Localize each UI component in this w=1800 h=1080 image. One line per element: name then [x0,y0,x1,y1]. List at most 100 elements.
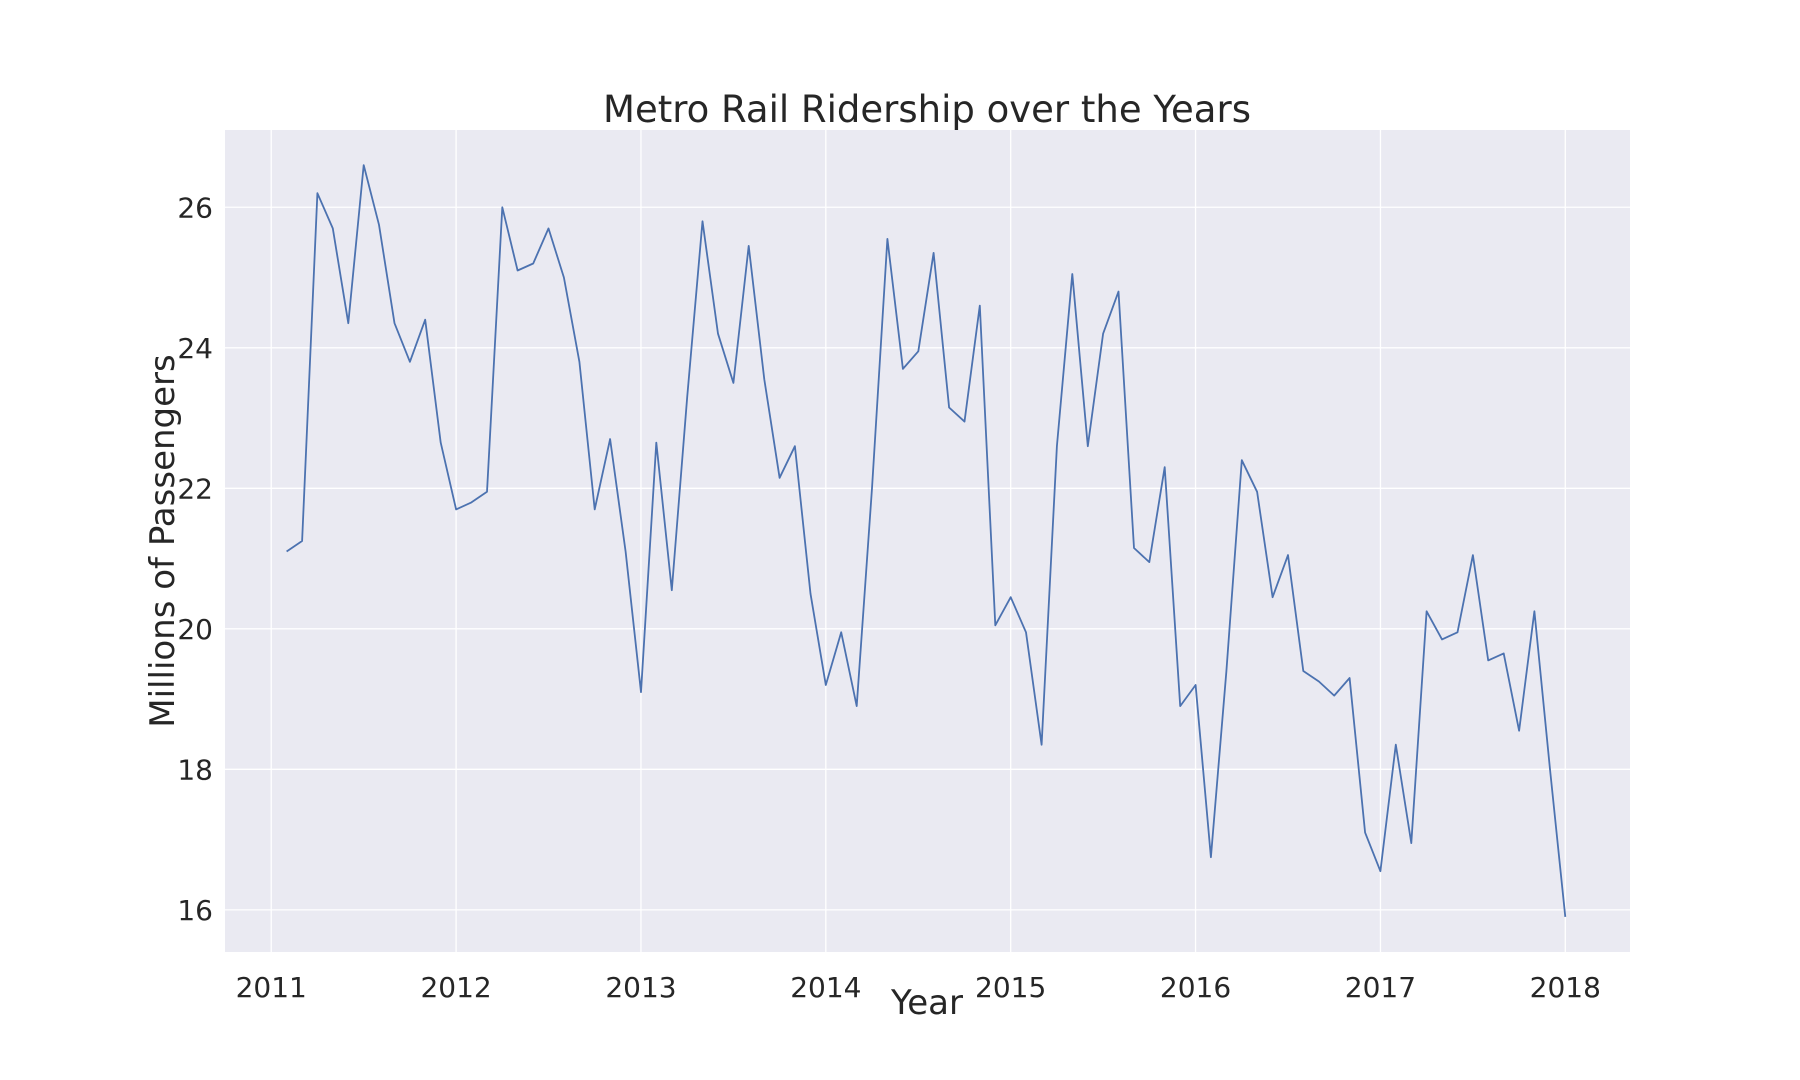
data-point [469,500,473,504]
data-point [1440,637,1444,641]
data-point [531,262,535,266]
data-point [993,623,997,627]
x-axis-label: Year [890,983,963,1023]
data-point [1548,767,1552,771]
data-point [516,269,520,273]
data-point [500,205,504,209]
data-point [793,444,797,448]
data-point [1117,290,1121,294]
data-point [978,304,982,308]
chart-title: Metro Rail Ridership over the Years [603,88,1251,131]
data-point [408,360,412,364]
data-point [870,486,874,490]
data-point [1286,553,1290,557]
data-point [1040,743,1044,747]
series-layer [285,163,1567,919]
data-point [916,349,920,353]
x-tick-label: 2015 [975,971,1046,1004]
series-line [286,164,1567,917]
data-point [547,226,551,230]
data-point [901,367,905,371]
data-point [762,377,766,381]
data-point [1363,831,1367,835]
data-point [1348,676,1352,680]
data-point [1532,609,1536,613]
data-point [639,690,643,694]
y-tick-label: 22 [177,472,213,505]
x-tick-label: 2011 [236,971,307,1004]
data-point [1194,683,1198,687]
data-point [1024,630,1028,634]
data-point [562,276,566,280]
data-point [824,683,828,687]
data-point [577,360,581,364]
data-point [701,219,705,223]
data-point [1471,553,1475,557]
data-point [331,226,335,230]
data-point [423,318,427,322]
data-point [1163,465,1167,469]
data-point [1456,630,1460,634]
data-point [1178,704,1182,708]
grid [225,130,1630,952]
x-tick-label: 2013 [605,971,676,1004]
data-point [1502,651,1506,655]
data-point [315,191,319,195]
data-point [670,588,674,592]
data-point [1240,458,1244,462]
y-axis-label: Millions of Passengers [143,354,183,727]
data-point [963,420,967,424]
data-point [1271,595,1275,599]
data-point [1332,694,1336,698]
y-tick-label: 24 [177,332,213,365]
data-point [454,507,458,511]
data-point [1147,560,1151,564]
data-point [346,321,350,325]
y-tick-label: 26 [177,191,213,224]
data-point [624,550,628,554]
tick-labels: 2011 2012 2013 2014 2015 2016 2017 2018 16 18 20 22… [177,191,1601,1004]
data-point [716,332,720,336]
data-point [1132,546,1136,550]
data-point [485,490,489,494]
x-tick-label: 2016 [1160,971,1231,1004]
data-point [1563,915,1567,919]
data-point [932,251,936,255]
plot-area [225,130,1630,952]
data-point [731,381,735,385]
data-point [393,321,397,325]
data-point [1425,609,1429,613]
data-point [377,223,381,227]
data-point [855,704,859,708]
data-point [439,441,443,445]
data-point [362,163,366,167]
data-point [300,539,304,543]
data-point [1086,444,1090,448]
y-tick-label: 18 [177,753,213,786]
data-point [885,237,889,241]
data-point [1255,490,1259,494]
data-point [1224,669,1228,673]
data-point [747,244,751,248]
x-tick-label: 2014 [790,971,861,1004]
data-point [778,476,782,480]
x-tick-label: 2012 [420,971,491,1004]
data-point [685,395,689,399]
data-point [654,441,658,445]
data-point [1009,595,1013,599]
data-point [1486,658,1490,662]
data-point [1055,444,1059,448]
data-point [1209,855,1213,859]
data-point [947,406,951,410]
data-point [1517,729,1521,733]
data-point [285,550,289,554]
data-point [1394,743,1398,747]
data-point [809,592,813,596]
x-tick-label: 2017 [1345,971,1416,1004]
data-point [1301,669,1305,673]
data-point [608,437,612,441]
y-tick-label: 16 [177,894,213,927]
data-point [1101,332,1105,336]
